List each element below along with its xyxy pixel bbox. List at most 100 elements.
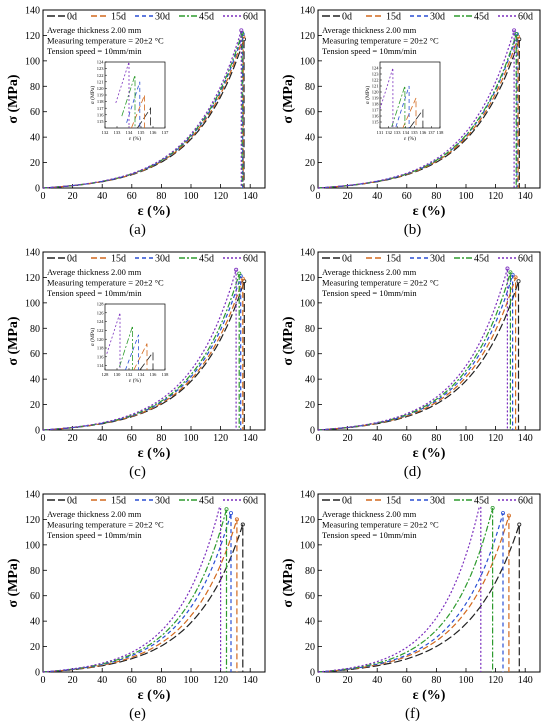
- annotation-line: Tension speed = 10mm/min: [47, 530, 142, 540]
- panel-c: 0 20 40 60 80 100 120 140 0 20 40 60 80 100 120 140 ε (%…: [0, 242, 275, 484]
- x-tick-label: 80: [431, 433, 441, 444]
- inset-series-60d: [106, 312, 121, 370]
- annotation-line: Tension speed = 10mm/min: [47, 46, 142, 56]
- inset-series-15d: [133, 343, 148, 371]
- inset-series-45d: [391, 85, 406, 128]
- y-tick-label: 20: [30, 158, 40, 169]
- y-tick-label: 20: [30, 642, 40, 653]
- y-axis-label: σ (MPa): [281, 316, 296, 366]
- y-tick-label: 60: [30, 591, 40, 602]
- y-tick-label: 120: [300, 273, 315, 284]
- inset-y-tick-label: 123: [372, 72, 380, 77]
- x-tick-label: 80: [156, 191, 166, 202]
- x-tick-label: 60: [402, 675, 412, 686]
- x-tick-label: 40: [372, 191, 382, 202]
- legend-label-15d: 15d: [111, 496, 126, 507]
- legend-label-60d: 60d: [518, 12, 533, 23]
- inset-x-tick-label: 137: [162, 130, 170, 135]
- plot-frame: [317, 493, 541, 673]
- y-axis-label: σ (MPa): [6, 316, 21, 366]
- x-tick-label: 60: [127, 433, 137, 444]
- inset-y-tick-label: 114: [97, 363, 104, 368]
- annotation-line: Tension speed = 10mm/min: [322, 530, 417, 540]
- y-axis-label: σ (MPa): [6, 74, 21, 124]
- legend-label-45d: 45d: [474, 254, 489, 265]
- legend-box: [45, 253, 263, 264]
- legend-label-60d: 60d: [243, 254, 258, 265]
- legend-label-30d: 30d: [155, 254, 170, 265]
- x-tick-label: 0: [316, 191, 321, 202]
- inset-series-15d: [402, 97, 417, 129]
- series-line-0d: [317, 524, 520, 673]
- legend-label-60d: 60d: [518, 496, 533, 507]
- break-point-60d: [512, 28, 517, 33]
- legend-label-30d: 30d: [155, 496, 170, 507]
- series-line-60d: [317, 30, 515, 189]
- inset-x-tick-label: 128: [102, 372, 110, 377]
- legend-label-0d: 0d: [67, 254, 77, 265]
- caption-d: (d): [403, 464, 422, 480]
- inset-y-tick-label: 128: [97, 302, 105, 307]
- break-point-45d: [508, 270, 513, 275]
- inset-series-30d: [395, 85, 410, 128]
- x-tick-label: 100: [459, 433, 474, 444]
- x-tick-label: 60: [127, 675, 137, 686]
- x-tick-label: 120: [213, 433, 228, 444]
- inset-x-tick-label: 134: [402, 130, 410, 135]
- legend-box: [45, 495, 263, 506]
- inset-series-30d: [126, 81, 141, 128]
- break-point-30d: [510, 272, 515, 277]
- break-point-30d: [228, 511, 233, 516]
- caption-f: (f): [405, 706, 420, 722]
- inset-series-15d: [131, 94, 145, 129]
- x-tick-label: 80: [156, 433, 166, 444]
- inset-x-tick-label: 132: [102, 130, 109, 135]
- legend-label-0d: 0d: [342, 254, 352, 265]
- y-axis-label: σ (MPa): [6, 558, 21, 608]
- panel-a: 0 20 40 60 80 100 120 140 0 20 40 60 80 100 120 140 ε (%…: [0, 0, 275, 242]
- x-tick-label: 20: [68, 675, 78, 686]
- inset-y-tick-label: 124: [372, 66, 380, 71]
- y-tick-label: 40: [30, 133, 40, 144]
- x-axis-label: ε (%): [138, 204, 171, 219]
- y-tick-label: 60: [305, 591, 315, 602]
- x-tick-label: 80: [431, 675, 441, 686]
- inset-y-tick-label: 118: [97, 99, 104, 104]
- inset-y-tick-label: 122: [372, 78, 379, 83]
- x-tick-label: 20: [343, 675, 353, 686]
- legend-label-30d: 30d: [430, 12, 445, 23]
- inset-y-tick-label: 118: [372, 102, 379, 107]
- x-tick-label: 140: [518, 433, 533, 444]
- x-tick-label: 40: [372, 675, 382, 686]
- series-line-0d: [42, 524, 244, 673]
- x-axis-label: ε (%): [413, 688, 446, 703]
- x-tick-label: 100: [184, 433, 199, 444]
- caption-a: (a): [129, 222, 146, 238]
- inset-y-tick-label: 119: [372, 96, 379, 101]
- break-point-0d: [517, 522, 522, 527]
- chart-e: 0 20 40 60 80 100 120 140 0 20 40 60 80 100 120 140 ε (%…: [6, 490, 266, 703]
- annotation-line: Measuring temperature = 20±2 °C: [322, 36, 439, 46]
- x-tick-label: 60: [402, 191, 412, 202]
- x-tick-label: 100: [184, 191, 199, 202]
- series-line-60d: [317, 268, 508, 431]
- x-tick-label: 120: [488, 433, 503, 444]
- annotation-line: Average thickness 2.00 mm: [322, 509, 417, 519]
- annotation-line: Measuring temperature = 20±2 °C: [47, 36, 164, 46]
- annotation-line: Average thickness 2.00 mm: [47, 267, 142, 277]
- legend-box: [320, 253, 538, 264]
- break-point-15d: [234, 517, 239, 522]
- inset-y-tick-label: 123: [97, 66, 105, 71]
- panel-b: 0 20 40 60 80 100 120 140 0 20 40 60 80 100 120 140 ε (%…: [275, 0, 550, 242]
- annotation-line: Tension speed = 10mm/min: [322, 46, 417, 56]
- inset-y-tick-label: 116: [372, 114, 379, 119]
- inset-y-tick-label: 115: [97, 119, 104, 124]
- inset-x-tick-label: 136: [419, 130, 427, 135]
- y-tick-label: 100: [300, 540, 315, 551]
- y-tick-label: 140: [300, 490, 315, 501]
- y-tick-label: 100: [25, 298, 40, 309]
- y-tick-label: 0: [310, 184, 315, 195]
- legend-box: [320, 495, 538, 506]
- annotation-line: Tension speed = 10mm/min: [47, 288, 142, 298]
- y-tick-label: 20: [305, 158, 315, 169]
